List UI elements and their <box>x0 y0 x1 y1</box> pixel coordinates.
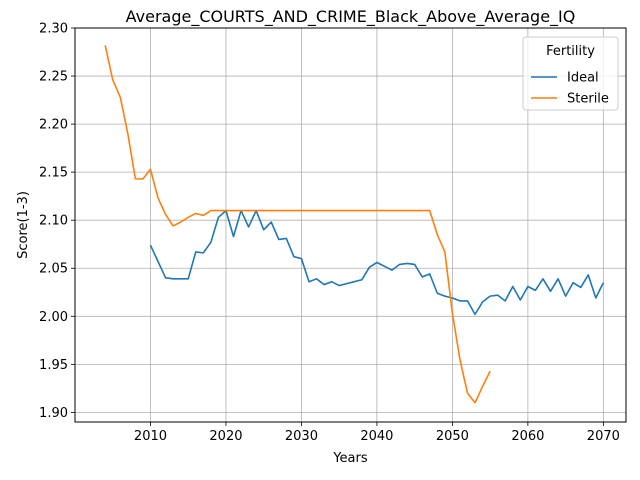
legend-label-ideal: Ideal <box>567 71 599 86</box>
x-tick-label: 2070 <box>587 429 620 444</box>
y-tick-label: 2.10 <box>39 214 68 229</box>
y-tick-label: 2.15 <box>39 166 68 181</box>
plot-frame <box>74 27 627 423</box>
x-tick-label: 2030 <box>285 429 318 444</box>
grid <box>75 27 626 422</box>
legend-items: Ideal Sterile <box>531 71 609 107</box>
legend: Fertility Ideal Sterile <box>522 36 619 111</box>
y-tick-label: 1.95 <box>39 358 68 373</box>
y-tick-label: 1.90 <box>39 406 68 421</box>
y-tick-label: 2.00 <box>39 310 68 325</box>
y-tick-label: 2.30 <box>39 22 68 37</box>
x-tick-label: 2050 <box>436 429 469 444</box>
series-line-sterile <box>104 45 491 404</box>
x-tick-label: 2020 <box>209 429 242 444</box>
x-axis-label: Years <box>332 451 368 466</box>
chart-title: Average_COURTS_AND_CRIME_Black_Above_Ave… <box>126 7 576 27</box>
legend-label-sterile: Sterile <box>567 92 609 107</box>
series-layer <box>104 45 605 404</box>
legend-box <box>522 36 619 111</box>
y-tick-label: 2.05 <box>39 262 68 277</box>
x-tick-label: 2040 <box>360 429 393 444</box>
y-axis-label: Score(1-3) <box>16 191 31 259</box>
y-tick-label: 2.25 <box>39 70 68 85</box>
y-tick-label: 2.20 <box>39 118 68 133</box>
legend-title: Fertility <box>546 44 595 59</box>
ticks: 2010 2020 2030 2040 2050 2060 2070 1.90 1.95 2.00… <box>39 22 620 445</box>
x-tick-label: 2060 <box>511 429 544 444</box>
x-tick-label: 2010 <box>134 429 167 444</box>
